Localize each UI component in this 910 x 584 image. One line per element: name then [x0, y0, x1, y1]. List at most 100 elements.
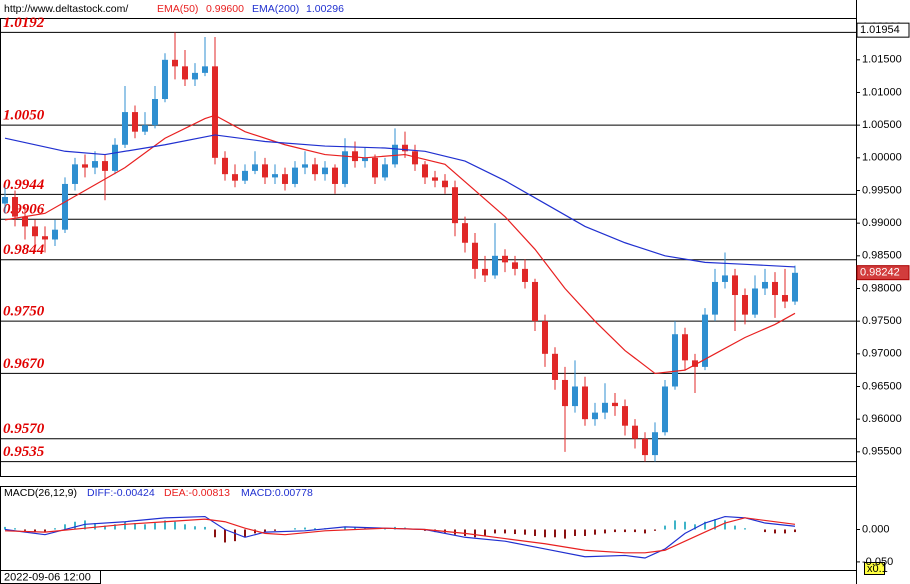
candle-body: [582, 386, 588, 420]
candle-body: [212, 66, 218, 158]
macd-line: [4, 517, 796, 554]
candle-body: [322, 167, 328, 175]
candle-body: [382, 164, 388, 178]
candle-body: [292, 167, 298, 184]
candle-body: [282, 174, 288, 184]
y-tick-label: 1.00000: [862, 152, 902, 164]
candle-body: [102, 161, 108, 171]
level-price-box: [856, 22, 910, 38]
dea-label: DEA:-0.00813: [164, 487, 230, 499]
candle-body: [762, 281, 768, 289]
candle-body: [792, 272, 798, 302]
candle-body: [162, 59, 168, 100]
candle-body: [342, 151, 348, 184]
y-tick-label: 0.000: [862, 523, 890, 535]
candle-body: [722, 275, 728, 282]
candle-body: [672, 334, 678, 387]
candle-body: [272, 174, 278, 178]
candle-body: [492, 255, 498, 276]
candle-body: [232, 174, 238, 181]
macd-line: [4, 515, 796, 559]
y-tick-label: 1.00500: [862, 119, 902, 131]
candle-body: [72, 164, 78, 184]
candle-body: [392, 144, 398, 165]
candle-body: [352, 151, 358, 162]
candle-body: [532, 281, 538, 322]
candle-body: [362, 157, 368, 162]
y-tick-label: 0.98000: [862, 282, 902, 294]
candle-body: [642, 438, 648, 456]
candle-body: [312, 164, 318, 175]
candle-body: [512, 262, 518, 269]
candle-body: [602, 402, 608, 413]
y-tick-label: 0.96500: [862, 380, 902, 392]
candle-body: [652, 432, 658, 456]
y-tick-label: 0.97000: [862, 348, 902, 360]
macd-title: MACD(26,12,9): [4, 487, 77, 499]
candle-body: [192, 72, 198, 80]
candle-body: [172, 59, 178, 67]
candle-body: [132, 112, 138, 132]
y-tick-label: 0.98500: [862, 250, 902, 262]
candle-body: [82, 164, 88, 168]
candle-body: [262, 164, 268, 178]
source-label: http://www.deltastock.com/: [4, 3, 128, 15]
level-label: 0.9570: [3, 421, 45, 437]
candle-body: [2, 197, 8, 204]
candle-body: [432, 177, 438, 181]
candle-body: [542, 321, 548, 354]
candle-body: [32, 226, 38, 237]
candle-body: [702, 314, 708, 367]
level-label: 0.9844: [3, 242, 45, 258]
y-tick-label: 0.95500: [862, 446, 902, 458]
candle-body: [482, 268, 488, 276]
candle-body: [222, 157, 228, 175]
ema200-value: 1.00296: [306, 3, 344, 15]
candle-body: [692, 360, 698, 367]
candle-body: [302, 164, 308, 168]
candle-body: [572, 386, 578, 407]
candle-body: [562, 379, 568, 407]
level-label: 0.9670: [3, 356, 45, 372]
level-label: 1.0050: [3, 108, 45, 124]
candle-body: [112, 144, 118, 171]
y-tick-label: 0.97500: [862, 315, 902, 327]
candle-body: [62, 183, 68, 230]
candle-body: [472, 242, 478, 269]
ema50-value: 0.99600: [206, 3, 244, 15]
y-tick-label: 1.01500: [862, 54, 902, 66]
candle-body: [662, 386, 668, 433]
candle-body: [782, 295, 788, 302]
candle-body: [422, 164, 428, 178]
candle-body: [252, 164, 258, 171]
y-tick-label: -0.050: [862, 556, 893, 568]
scale-box: [864, 562, 885, 575]
y-tick-label: 1.01000: [862, 86, 902, 98]
last-price-box: [856, 265, 910, 281]
candle-body: [752, 288, 758, 315]
time-label: 2022-09-06 12:00: [4, 571, 91, 583]
y-tick-label: 0.99500: [862, 184, 902, 196]
candle-body: [372, 157, 378, 178]
candle-body: [742, 295, 748, 315]
candle-body: [152, 99, 158, 126]
candle-body: [452, 187, 458, 224]
candle-body: [402, 144, 408, 152]
diff-label: DIFF:-0.00424: [87, 487, 155, 499]
candle-body: [22, 216, 28, 227]
candle-body: [122, 112, 128, 145]
level-label: 1.0192: [3, 15, 45, 31]
candle-body: [442, 180, 448, 188]
candle-body: [682, 334, 688, 361]
candle-body: [52, 229, 58, 240]
candle-body: [462, 223, 468, 243]
candle-body: [732, 275, 738, 296]
candle-body: [622, 406, 628, 426]
scale-label: x0.1: [867, 563, 888, 575]
candle-body: [332, 167, 338, 184]
level-price-label: 1.01954: [860, 24, 900, 36]
ema200-name: EMA(200): [252, 3, 299, 15]
level-label: 0.9535: [3, 444, 45, 460]
ema-line: [4, 134, 796, 268]
candle-body: [182, 66, 188, 80]
